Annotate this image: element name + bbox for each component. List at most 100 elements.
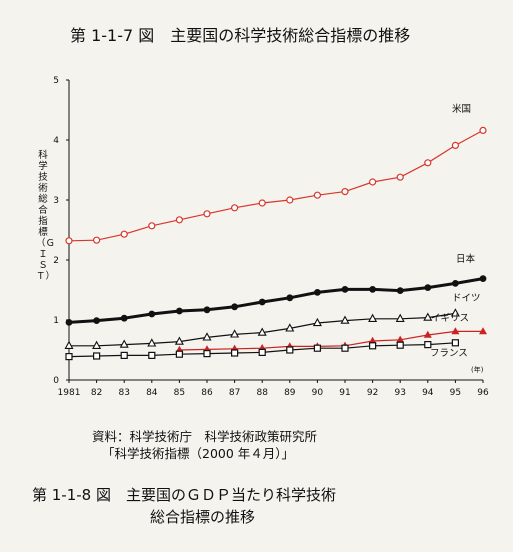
data-point bbox=[92, 340, 102, 349]
y-tick-label: 2 bbox=[53, 256, 59, 266]
series-label: 米国 bbox=[452, 103, 471, 115]
data-point bbox=[202, 332, 212, 341]
y-tick-label: 3 bbox=[53, 196, 59, 206]
y-tick-label: 5 bbox=[53, 76, 59, 86]
data-point bbox=[451, 339, 459, 347]
data-point bbox=[257, 327, 267, 336]
next-figure-title-line-2: 総合指標の推移 bbox=[150, 508, 256, 526]
data-point bbox=[341, 344, 349, 352]
series-label: フランス bbox=[430, 348, 468, 359]
data-point bbox=[340, 315, 350, 324]
y-tick-label: 1 bbox=[53, 316, 59, 326]
data-point bbox=[203, 306, 211, 314]
data-point bbox=[65, 319, 73, 326]
data-point bbox=[395, 313, 405, 322]
data-point bbox=[313, 191, 321, 199]
data-point bbox=[120, 314, 128, 322]
data-point bbox=[396, 287, 404, 294]
data-point bbox=[119, 339, 129, 348]
data-point bbox=[314, 289, 321, 296]
data-point bbox=[285, 323, 295, 332]
x-tick-label: 89 bbox=[284, 388, 296, 398]
data-point bbox=[231, 349, 239, 357]
data-point bbox=[258, 298, 266, 306]
x-tick-label: 96 bbox=[477, 388, 489, 398]
x-tick-label: 86 bbox=[201, 388, 213, 398]
data-point bbox=[176, 307, 183, 315]
data-point bbox=[396, 341, 404, 349]
data-point bbox=[120, 230, 128, 238]
data-point bbox=[479, 275, 487, 282]
data-point bbox=[64, 340, 74, 349]
data-point bbox=[286, 294, 294, 302]
data-point bbox=[424, 284, 432, 291]
data-point bbox=[175, 350, 183, 358]
x-tick-label: 85 bbox=[174, 388, 185, 398]
data-point bbox=[120, 351, 128, 359]
series-layer bbox=[64, 126, 487, 361]
y-tick-label: 4 bbox=[53, 136, 59, 146]
x-tick-label: 94 bbox=[422, 388, 434, 398]
x-tick-label: 90 bbox=[312, 388, 324, 398]
data-point bbox=[92, 352, 101, 360]
data-point bbox=[451, 327, 460, 335]
data-point bbox=[147, 338, 157, 347]
data-point bbox=[286, 196, 294, 204]
data-point bbox=[452, 280, 459, 287]
series-line bbox=[68, 277, 484, 324]
data-point bbox=[479, 126, 487, 134]
next-figure-title-line-1: 第 1-1-8 図 主要国のＧＤＰ当たり科学技術 bbox=[32, 486, 336, 504]
chart-axes bbox=[68, 80, 483, 381]
x-tick-label: 83 bbox=[118, 388, 129, 398]
data-point bbox=[369, 286, 376, 293]
data-point bbox=[203, 350, 211, 358]
x-tick-label: 82 bbox=[91, 388, 102, 398]
source-note: 資料：科学技術庁 科学技術政策研究所 「科学技術指標（2000 年４月）」 bbox=[92, 428, 317, 462]
data-point bbox=[92, 236, 101, 244]
data-point bbox=[396, 335, 405, 343]
x-tick-label: 92 bbox=[367, 388, 378, 398]
source-line-2: 「科学技術指標（2000 年４月）」 bbox=[102, 446, 295, 461]
data-point bbox=[148, 310, 156, 318]
data-point bbox=[423, 312, 433, 321]
series-米国 bbox=[65, 126, 487, 245]
data-point bbox=[368, 313, 378, 322]
data-point bbox=[230, 329, 240, 338]
x-tick-label: 93 bbox=[394, 388, 405, 398]
x-tick-label: 87 bbox=[229, 388, 240, 398]
data-point bbox=[368, 336, 377, 344]
x-axis-ticks: 1981 82 83 84 85 86 87 88 89 90 91 92 93 94 95 96 (年) bbox=[58, 365, 489, 398]
y-tick-label: 0 bbox=[53, 376, 59, 386]
data-point bbox=[203, 210, 211, 218]
data-point bbox=[65, 237, 73, 245]
series-ドイツ bbox=[64, 308, 460, 349]
data-point bbox=[369, 178, 377, 186]
data-point bbox=[424, 159, 432, 167]
data-point bbox=[312, 317, 322, 327]
data-point bbox=[174, 336, 184, 345]
x-tick-label: 91 bbox=[339, 388, 350, 398]
x-tick-label: 1981 bbox=[58, 388, 81, 398]
figure-title: 第 1-1-7 図 主要国の科学技術総合指標の推移 bbox=[70, 26, 411, 45]
line-chart: 0 1 2 3 4 5 1981 82 83 84 85 86 87 88 89 90 91 92 93 94 95 9… bbox=[53, 76, 489, 398]
series-label: ドイツ bbox=[452, 293, 481, 304]
data-point bbox=[258, 348, 266, 356]
x-axis-unit-label: (年) bbox=[471, 365, 484, 374]
data-point bbox=[341, 286, 349, 293]
series-フランス bbox=[65, 339, 459, 361]
data-point bbox=[423, 330, 432, 338]
data-point bbox=[479, 327, 487, 335]
x-tick-label: 88 bbox=[256, 388, 268, 398]
series-label: 日本 bbox=[456, 253, 476, 265]
data-point bbox=[424, 341, 432, 349]
x-tick-label: 95 bbox=[450, 388, 461, 398]
data-point bbox=[396, 173, 404, 181]
data-point bbox=[231, 303, 239, 311]
series-line bbox=[68, 129, 484, 242]
y-axis-ticks: 0 1 2 3 4 5 bbox=[53, 76, 69, 386]
data-point bbox=[286, 346, 294, 354]
next-figure-title: 第 1-1-8 図 主要国のＧＤＰ当たり科学技術 総合指標の推移 bbox=[32, 484, 336, 528]
data-point bbox=[93, 317, 100, 324]
series-line bbox=[179, 330, 483, 351]
